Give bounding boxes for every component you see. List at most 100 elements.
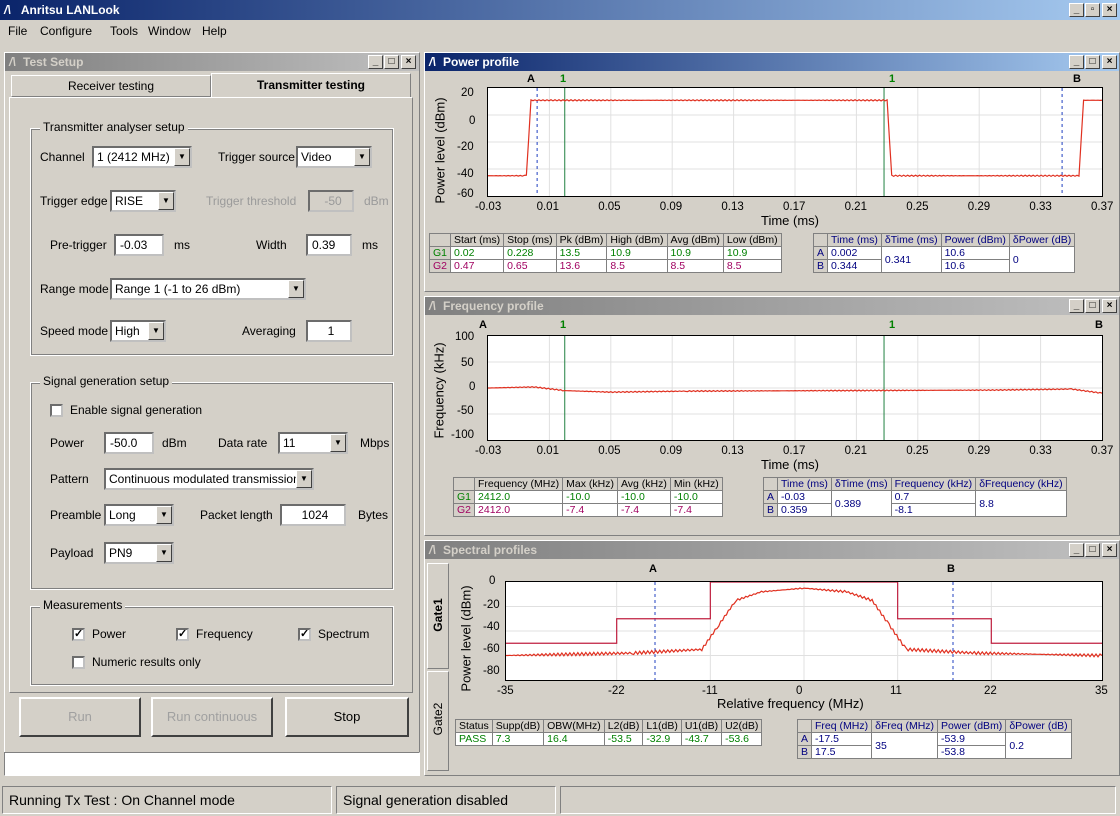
meas-group-label: Measurements [40, 598, 126, 612]
tab-gate2[interactable]: Gate2 [427, 671, 449, 771]
window-logo-icon: /\ [429, 299, 436, 313]
run-button[interactable]: Run [19, 697, 141, 737]
table-header: Supp(dB) [491, 719, 545, 733]
trigger-source-select[interactable]: Video ▼ [296, 146, 372, 168]
table-cell: -53.8 [937, 745, 1007, 759]
table-cell: -7.4 [669, 503, 723, 517]
packet-length-input[interactable]: 1024 [280, 504, 346, 526]
marker-a-label: A [527, 73, 535, 85]
frequency-checkbox[interactable]: ✓ [176, 628, 189, 641]
tab-receiver-testing[interactable]: Receiver testing [11, 75, 211, 97]
spectral-results-table: Status Supp(dB) OBW(MHz) L2(dB) L1(dB) U1(dB)… [455, 719, 763, 746]
channel-select[interactable]: 1 (2412 MHz) ▼ [92, 146, 192, 168]
tick-label: 0 [469, 115, 476, 127]
app-title-bar: /\ Anritsu LANLook [0, 0, 1120, 20]
tab-transmitter-testing[interactable]: Transmitter testing [211, 73, 411, 97]
preamble-select[interactable]: Long ▼ [104, 504, 174, 526]
tx-analyser-group [30, 128, 394, 356]
menu-configure[interactable]: Configure [40, 24, 93, 38]
tick-label: 0.21 [844, 445, 867, 457]
table-cell: 8.5 [722, 259, 782, 273]
close-icon[interactable]: × [1102, 299, 1117, 313]
spectrum-checkbox[interactable]: ✓ [298, 628, 311, 641]
preamble-value: Long [109, 508, 136, 522]
power-checkbox[interactable]: ✓ [72, 628, 85, 641]
trigger-threshold-input[interactable]: -50 [308, 190, 354, 212]
tick-label: 0.01 [536, 201, 559, 213]
table-header [812, 233, 829, 247]
stop-button[interactable]: Stop [285, 697, 409, 737]
range-mode-select[interactable]: Range 1 (-1 to 26 dBm) ▼ [110, 278, 306, 300]
tick-label: 0.25 [906, 445, 929, 457]
tick-label: 0 [469, 381, 476, 393]
trigger-edge-label: Trigger edge [40, 194, 108, 208]
tick-label: 0.37 [1091, 201, 1114, 213]
table-cell: 0.47 [450, 259, 505, 273]
pretrigger-input[interactable]: -0.03 [114, 234, 164, 256]
payload-label: Payload [50, 546, 94, 560]
minimize-icon[interactable]: _ [1069, 543, 1084, 557]
minimize-icon[interactable]: _ [1069, 55, 1084, 69]
series-line [488, 385, 1102, 394]
table-header: Frequency (kHz) [890, 477, 977, 491]
power-results-table: Start (ms) Stop (ms) Pk (dBm) High (dBm) Avg… [428, 233, 782, 273]
menu-window[interactable]: Window [148, 24, 191, 38]
status-right: Signal generation disabled [336, 786, 556, 814]
table-header: δFreq (MHz) [871, 719, 939, 733]
power-input[interactable]: -50.0 [104, 432, 154, 454]
y-axis-label: Frequency (kHz) [431, 342, 447, 439]
status-blank [560, 786, 1116, 814]
trigger-edge-select[interactable]: RISE ▼ [110, 190, 176, 212]
numeric-only-checkbox[interactable] [72, 656, 85, 669]
minimize-icon[interactable]: _ [1069, 299, 1084, 313]
payload-select[interactable]: PN9 ▼ [104, 542, 174, 564]
minimize-icon[interactable]: _ [368, 55, 383, 69]
table-cell: 13.5 [555, 246, 608, 260]
tick-label: 0.05 [598, 445, 621, 457]
tick-label: 100 [455, 331, 475, 343]
datarate-select[interactable]: 11 ▼ [278, 432, 348, 454]
pattern-select[interactable]: Continuous modulated transmission ▼ [104, 468, 314, 490]
enable-signal-generation-checkbox[interactable] [50, 404, 63, 417]
width-input[interactable]: 0.39 [306, 234, 352, 256]
table-cell: 0 [1008, 246, 1076, 273]
speed-mode-select[interactable]: High ▼ [110, 320, 166, 342]
menu-tools[interactable]: Tools [110, 24, 139, 38]
range-mode-label: Range mode [40, 282, 109, 296]
tick-label: 0.33 [1029, 445, 1052, 457]
marker-b-label: B [1073, 73, 1081, 85]
tick-label: -20 [483, 599, 500, 611]
x-axis-label: Relative frequency (MHz) [717, 696, 864, 711]
maximize-icon[interactable]: □ [1085, 55, 1100, 69]
close-icon[interactable]: × [1102, 543, 1117, 557]
run-continuous-button[interactable]: Run continuous [151, 697, 273, 737]
table-cell: A [796, 732, 813, 746]
restore-icon[interactable]: ▫ [1085, 3, 1100, 17]
maximize-icon[interactable]: □ [384, 55, 399, 69]
close-icon[interactable]: × [1102, 3, 1117, 17]
tick-label: -100 [451, 429, 475, 441]
tick-label: -20 [457, 141, 474, 153]
chevron-down-icon: ▼ [288, 280, 304, 298]
tab-gate1[interactable]: Gate1 [427, 563, 449, 669]
table-header: Power (dBm) [940, 233, 1010, 247]
tick-label: -50 [457, 405, 474, 417]
tick-label: 0.37 [1091, 445, 1114, 457]
averaging-input[interactable]: 1 [306, 320, 352, 342]
close-icon[interactable]: × [1102, 55, 1117, 69]
table-cell: -32.9 [642, 732, 682, 746]
tx-group-label: Transmitter analyser setup [40, 120, 188, 134]
maximize-icon[interactable]: □ [1085, 299, 1100, 313]
tab-panel: Transmitter analyser setup Channel 1 (24… [9, 97, 413, 693]
table-cell: -53.5 [603, 732, 644, 746]
table-header: Freq (MHz) [811, 719, 873, 733]
menu-help[interactable]: Help [202, 24, 227, 38]
spectral-cursor-table: Freq (MHz) δFreq (MHz) Power (dBm) δPower (… [796, 719, 1072, 759]
table-cell: A [762, 490, 779, 504]
menu-file[interactable]: File [8, 24, 28, 38]
chevron-down-icon: ▼ [174, 148, 190, 166]
close-icon[interactable]: × [401, 55, 416, 69]
maximize-icon[interactable]: □ [1085, 543, 1100, 557]
minimize-icon[interactable]: _ [1069, 3, 1084, 17]
tick-label: 0 [796, 685, 803, 697]
